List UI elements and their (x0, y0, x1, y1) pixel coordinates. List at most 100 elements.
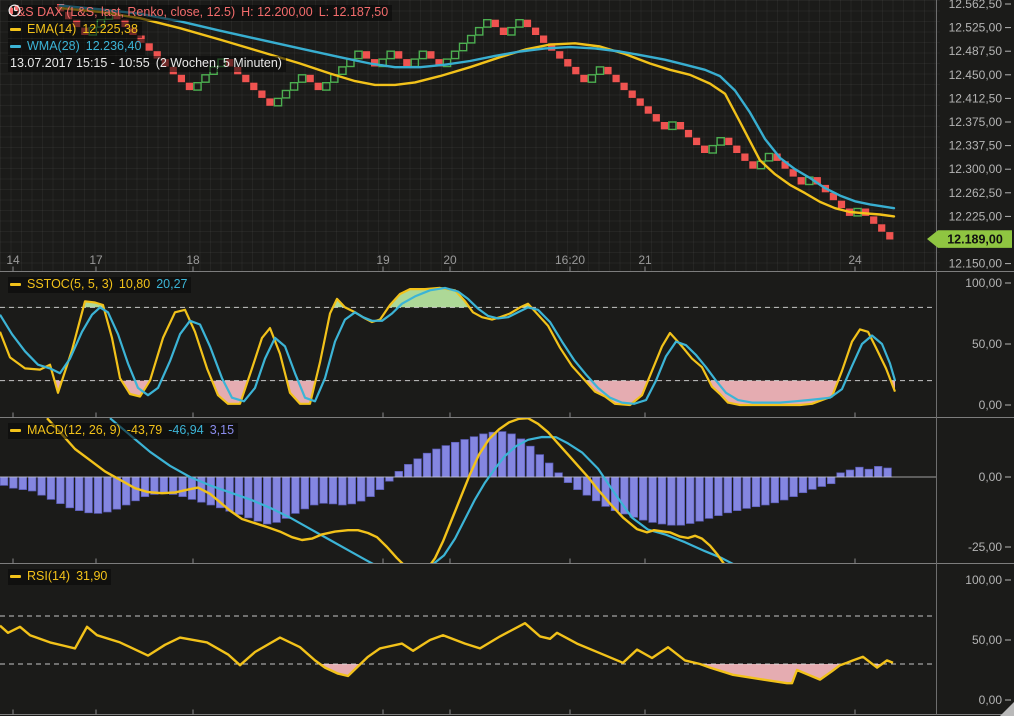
macd-histogram-bar (629, 476, 638, 518)
renko-brick (837, 200, 846, 209)
macd-histogram-bar (253, 476, 262, 522)
renko-brick (371, 59, 379, 67)
renko-brick (693, 137, 701, 146)
renko-brick (532, 27, 540, 35)
rsi-value: 31,90 (76, 569, 108, 583)
macd-histogram-bar (413, 458, 422, 478)
macd-histogram-bar (291, 476, 300, 514)
renko-brick (620, 82, 628, 91)
renko-brick (556, 51, 564, 59)
macd-histogram-bar (366, 476, 375, 497)
sstoc-legend: SSTOC(5, 5, 3) 10,80 20,27 (8, 276, 192, 293)
sstoc-d-value: 20,27 (156, 277, 188, 291)
sstoc-panel[interactable] (0, 286, 936, 407)
macd-histogram-bar (441, 445, 450, 478)
macd-histogram-bar (263, 476, 272, 525)
renko-brick (386, 50, 396, 60)
rsi-series-icon (10, 575, 21, 578)
macd-histogram-bar (733, 476, 742, 511)
macd-histogram-bar (761, 476, 770, 506)
session-low: L: 12.187,50 (318, 5, 389, 19)
resize-handle[interactable] (1000, 702, 1014, 716)
macd-histogram-bar (883, 467, 892, 478)
y-axis-label: 0,00 (979, 470, 1003, 484)
x-axis-label: 21 (638, 253, 652, 267)
renko-brick (250, 82, 258, 91)
macd-histogram-bar (422, 452, 432, 478)
chart-grid (0, 0, 940, 271)
macd-panel[interactable] (0, 418, 936, 573)
renko-brick (281, 89, 291, 99)
y-axis-label: 0,00 (979, 693, 1003, 707)
macd-histogram-bar (300, 476, 309, 510)
macd-histogram-bar (723, 476, 732, 514)
renko-brick (644, 106, 652, 114)
macd-histogram-bar (751, 476, 761, 508)
renko-brick (201, 74, 210, 83)
macd-histogram-bar (845, 469, 855, 478)
macd-histogram-bar (864, 468, 873, 478)
macd-histogram-bar (545, 462, 554, 478)
y-axis-label: 100,00 (965, 573, 1002, 587)
instrument-title: L&S DAX (L&S, last, Renko, close, 12.5) (10, 5, 236, 19)
macd-histogram-bar (159, 476, 168, 495)
y-axis-label: 12.375,00 (949, 115, 1003, 129)
renko-brick (410, 58, 420, 68)
renko-brick (652, 114, 660, 122)
sstoc-label: SSTOC(5, 5, 3) (27, 277, 113, 291)
last-price-tag: 12.189,00 (927, 230, 1012, 248)
macd-histogram-bar (328, 476, 338, 505)
rsi-line (0, 622, 894, 685)
y-axis-label: 12.450,00 (949, 68, 1003, 82)
y-axis-label: 12.562,50 (949, 0, 1003, 11)
macd-histogram-bar (347, 476, 356, 505)
renko-brick (306, 74, 314, 83)
renko-brick (660, 122, 668, 130)
renko-brick (886, 232, 894, 240)
renko-brick (258, 90, 266, 98)
x-axis-label: 14 (6, 253, 20, 267)
renko-brick (450, 50, 460, 60)
renko-brick (145, 43, 153, 51)
renko-brick (580, 74, 588, 83)
renko-brick (177, 74, 185, 83)
renko-brick (781, 161, 789, 169)
macd-histogram-bar (338, 476, 347, 506)
macd-histogram-bar (704, 476, 714, 519)
x-axis-label: 19 (376, 253, 390, 267)
renko-brick (242, 74, 250, 83)
renko-brick (153, 51, 161, 59)
renko-brick (491, 19, 499, 28)
y-axis-label: 100,00 (965, 276, 1002, 290)
macd-histogram-bar (451, 441, 460, 478)
renko-brick (483, 19, 492, 28)
chart-period: (2 Wochen, 5 Minuten) (155, 56, 282, 70)
macd-histogram-bar (563, 476, 573, 483)
renko-brick (604, 66, 612, 75)
renko-brick (322, 81, 331, 91)
macd-histogram-bar (0, 476, 9, 486)
renko-brick (701, 145, 709, 153)
wma-line (58, 4, 896, 210)
macd-histogram-bar (676, 476, 685, 526)
x-axis-label: 20 (443, 253, 457, 267)
renko-brick (515, 19, 524, 28)
macd-hist-value: 3,15 (209, 423, 235, 437)
rsi-panel[interactable] (0, 615, 936, 685)
last-price-value: 12.189,00 (947, 232, 1003, 246)
renko-brick (395, 51, 403, 59)
macd-histogram-bar (808, 476, 817, 490)
y-axis-label: 12.150,00 (949, 257, 1003, 271)
macd-histogram-bar (535, 454, 544, 478)
renko-series-icon (9, 5, 19, 14)
macd-histogram-bar (375, 476, 385, 490)
macd-histogram-bar (667, 476, 676, 526)
macd-histogram-bar (639, 476, 648, 521)
y-axis-label: 12.525,00 (949, 21, 1003, 35)
ema-value: 12.225,38 (82, 22, 138, 36)
macd-histogram-bar (827, 476, 836, 485)
macd-histogram-bar (780, 476, 789, 501)
renko-brick (708, 144, 717, 154)
y-axis-label: 12.262,50 (949, 186, 1003, 200)
